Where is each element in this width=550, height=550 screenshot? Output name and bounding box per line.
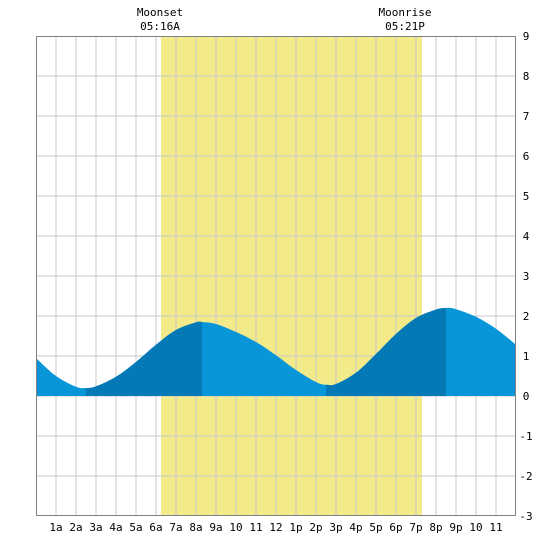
x-tick-label: 11: [249, 521, 262, 534]
x-tick-label: 7p: [409, 521, 422, 534]
x-tick-label: 1p: [289, 521, 302, 534]
y-tick-label: 7: [523, 110, 530, 123]
x-tick-label: 3a: [89, 521, 102, 534]
x-tick-label: 8p: [429, 521, 442, 534]
x-tick-label: 11: [489, 521, 502, 534]
x-tick-label: 6p: [389, 521, 402, 534]
moonset-label: Moonset: [137, 6, 183, 19]
x-tick-label: 9a: [209, 521, 222, 534]
y-tick-label: -1: [519, 430, 532, 443]
x-tick-label: 6a: [149, 521, 162, 534]
x-tick-label: 2a: [69, 521, 82, 534]
y-tick-label: 4: [523, 230, 530, 243]
moonrise-label: Moonrise: [379, 6, 432, 19]
y-tick-label: -2: [519, 470, 532, 483]
y-tick-label: 2: [523, 310, 530, 323]
x-tick-label: 12: [269, 521, 282, 534]
x-tick-label: 4p: [349, 521, 362, 534]
x-tick-label: 3p: [329, 521, 342, 534]
x-tick-label: 9p: [449, 521, 462, 534]
x-tick-label: 1a: [49, 521, 62, 534]
x-tick-label: 8a: [189, 521, 202, 534]
x-tick-label: 10: [229, 521, 242, 534]
x-axis-tick-labels: 1a 2a 3a 4a 5a 6a 7a 8a 9a 10 11 12 1p 2p 3p 4p 5p 6p 7p 8p…: [49, 521, 502, 534]
x-tick-label: 4a: [109, 521, 122, 534]
x-tick-label: 10: [469, 521, 482, 534]
y-tick-label: 9: [523, 30, 530, 43]
y-tick-label: -3: [519, 510, 532, 523]
plot-frame-layer: [36, 36, 516, 516]
y-tick-label: 8: [523, 70, 530, 83]
y-tick-label: 0: [523, 390, 530, 403]
x-tick-label: 5a: [129, 521, 142, 534]
y-axis-tick-labels: 9 8 7 6 5 4 3 2 1 0 -1 -2 -3: [519, 30, 532, 523]
y-tick-label: 3: [523, 270, 530, 283]
x-tick-label: 5p: [369, 521, 382, 534]
moonset-time: 05:16A: [140, 20, 180, 33]
y-tick-label: 6: [523, 150, 530, 163]
x-tick-label: 2p: [309, 521, 322, 534]
y-tick-label: 1: [523, 350, 530, 363]
y-tick-label: 5: [523, 190, 530, 203]
moonrise-time: 05:21P: [385, 20, 425, 33]
x-tick-label: 7a: [169, 521, 182, 534]
plot-frame: [36, 36, 516, 516]
grid-layer: [36, 36, 516, 516]
